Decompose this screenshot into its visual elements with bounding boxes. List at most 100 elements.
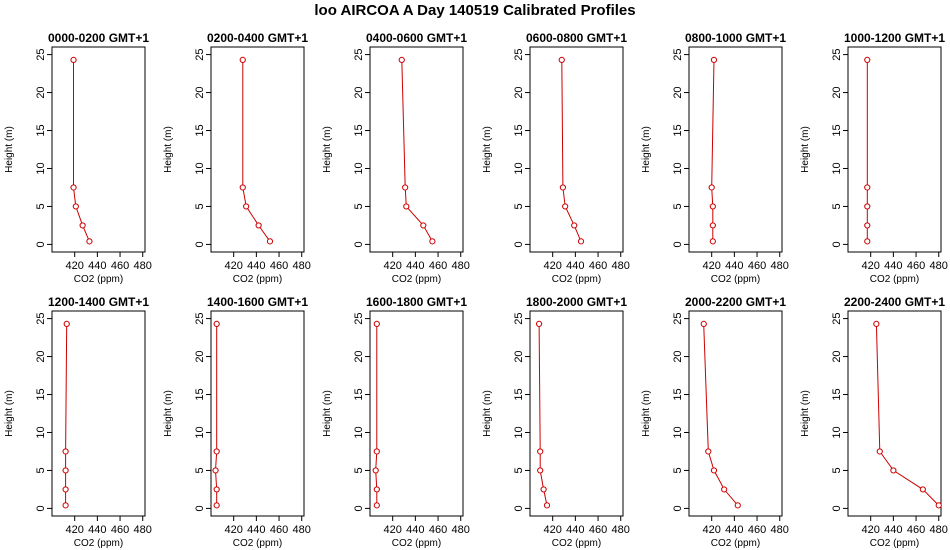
profile-panel-11: 2000-2200 GMT+1 0 5 10 15 20 25 420 440 460 480 CO2… <box>641 295 789 549</box>
y-axis-label: Height (m) <box>163 390 174 437</box>
profile-point <box>864 56 871 64</box>
profile-point <box>540 486 547 493</box>
x-tick-label: 420 <box>544 260 562 272</box>
x-tick-label: 440 <box>247 260 265 272</box>
y-tick-label: 5 <box>513 203 525 209</box>
panel-title: 1200-1400 GMT+1 <box>48 295 149 309</box>
y-tick-label: 10 <box>672 162 684 174</box>
x-tick-label: 420 <box>384 524 402 536</box>
profile-point <box>864 203 871 210</box>
y-tick-label: 10 <box>353 426 365 438</box>
y-tick-label: 0 <box>35 241 47 247</box>
panel-title: 1000-1200 GMT+1 <box>844 31 945 45</box>
profile-point <box>373 486 380 493</box>
profile-point <box>79 222 86 229</box>
profile-point <box>62 448 69 455</box>
profile-point <box>535 320 543 328</box>
profile-point <box>571 222 578 229</box>
y-tick-label: 25 <box>353 312 365 324</box>
profile-line <box>711 59 715 242</box>
profile-point <box>255 222 262 229</box>
profile-point <box>935 502 942 509</box>
plot-frame <box>847 310 942 517</box>
y-tick-label: 10 <box>513 426 525 438</box>
y-tick-label: 5 <box>831 467 843 473</box>
x-tick-label: 440 <box>406 260 424 272</box>
x-tick-label: 420 <box>703 260 721 272</box>
profile-panel-2: 0200-0400 GMT+1 0 5 10 15 20 25 420 440 460 480 CO2… <box>163 31 311 285</box>
plot-frame <box>369 310 464 517</box>
x-tick-label: 460 <box>748 524 766 536</box>
y-tick-label: 15 <box>513 124 525 136</box>
y-tick-label: 0 <box>513 241 525 247</box>
y-tick-label: 25 <box>831 48 843 60</box>
y-tick-label: 15 <box>513 388 525 400</box>
y-tick-label: 15 <box>35 124 47 136</box>
y-tick-label: 20 <box>353 86 365 98</box>
y-axis-label: Height (m) <box>800 390 811 437</box>
profile-point <box>213 502 220 509</box>
x-axis-label: CO2 (ppm) <box>552 274 601 285</box>
y-tick-label: 25 <box>194 312 206 324</box>
profile-point <box>212 467 219 474</box>
profile-point <box>562 203 569 210</box>
profile-point <box>239 184 246 191</box>
profile-point <box>373 448 380 455</box>
y-tick-label: 0 <box>831 505 843 511</box>
x-tick-label: 440 <box>884 260 902 272</box>
profile-panel-1: 0000-0200 GMT+1 0 5 10 15 20 25 420 440 460 480 CO2… <box>4 31 152 285</box>
profile-point <box>62 486 69 493</box>
profile-point <box>873 320 880 328</box>
profile-point <box>864 238 871 245</box>
profile-point <box>559 184 566 191</box>
profile-point <box>213 448 220 455</box>
profile-point <box>919 486 926 493</box>
profile-panel-6: 1000-1200 GMT+1 0 5 10 15 20 25 420 440 460 480 CO2… <box>800 31 948 285</box>
y-tick-label: 25 <box>194 48 206 60</box>
y-axis-label: Height (m) <box>641 390 652 437</box>
plot-frame <box>688 310 783 517</box>
x-tick-label: 420 <box>862 524 880 536</box>
x-tick-label: 480 <box>134 524 152 536</box>
x-tick-label: 460 <box>589 260 607 272</box>
x-tick-label: 440 <box>725 260 743 272</box>
x-tick-label: 420 <box>862 260 880 272</box>
y-tick-label: 0 <box>353 505 365 511</box>
profile-panel-9: 1600-1800 GMT+1 0 5 10 15 20 25 420 440 460 480 CO2… <box>322 295 470 549</box>
y-tick-label: 0 <box>194 241 206 247</box>
profile-point <box>705 448 712 455</box>
profile-point <box>537 467 544 474</box>
x-tick-label: 480 <box>771 524 789 536</box>
profile-line <box>538 323 548 506</box>
profile-line <box>875 323 940 506</box>
profile-point <box>710 56 718 64</box>
y-tick-label: 0 <box>194 505 206 511</box>
plot-frame <box>688 46 783 253</box>
y-tick-label: 10 <box>831 426 843 438</box>
panel-title: 0200-0400 GMT+1 <box>207 31 308 45</box>
y-tick-label: 20 <box>194 86 206 98</box>
y-axis-label: Height (m) <box>322 126 333 173</box>
panel-title: 2000-2200 GMT+1 <box>685 295 786 309</box>
x-tick-label: 480 <box>293 524 311 536</box>
panel-title: 0600-0800 GMT+1 <box>526 31 627 45</box>
plot-frame <box>847 46 942 253</box>
panel-title: 0400-0600 GMT+1 <box>366 31 467 45</box>
x-tick-label: 440 <box>88 260 106 272</box>
panel-title: 1600-1800 GMT+1 <box>366 295 467 309</box>
profile-point <box>876 448 883 455</box>
x-tick-label: 440 <box>566 524 584 536</box>
y-tick-label: 15 <box>353 388 365 400</box>
y-tick-label: 25 <box>353 48 365 60</box>
plot-frame <box>51 46 146 253</box>
y-tick-label: 0 <box>672 505 684 511</box>
profile-point <box>239 56 246 64</box>
x-tick-label: 440 <box>725 524 743 536</box>
y-tick-label: 15 <box>831 124 843 136</box>
y-tick-label: 5 <box>194 203 206 209</box>
y-tick-label: 5 <box>35 203 47 209</box>
profile-point <box>402 184 409 191</box>
y-tick-label: 20 <box>831 350 843 362</box>
x-tick-label: 440 <box>247 524 265 536</box>
y-tick-label: 20 <box>672 86 684 98</box>
